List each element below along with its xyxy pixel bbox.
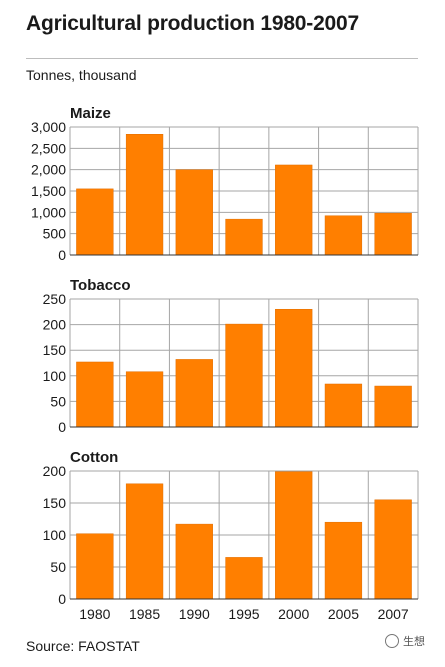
x-tick-label-1995: 1995 [228,606,259,622]
cotton-bar-2005 [324,521,363,600]
cotton-y-tick-label: 50 [50,559,66,575]
cotton-y-tick-label: 0 [58,591,66,607]
cotton-bar-1990 [175,523,213,600]
unit-label: Tonnes, thousand [26,67,137,83]
maize-y-tick-label: 3,000 [31,119,66,135]
title-divider [26,58,418,59]
cotton-y-tick-label: 200 [43,463,67,479]
maize-bar-2000 [275,164,313,256]
maize-bar-1980 [76,188,114,256]
tobacco-y-tick-label: 200 [43,317,67,333]
tobacco-bar-1980 [76,361,114,428]
tobacco-panel-title: Tobacco [70,277,131,294]
maize-bar-2007 [374,212,412,256]
tobacco-bar-2000 [275,308,313,428]
tobacco-y-tick-label: 150 [43,342,67,358]
maize-bar-1995 [225,218,263,256]
chart-title: Agricultural production 1980-2007 [26,12,359,35]
cotton-panel-title: Cotton [70,449,118,466]
maize-bar-1990 [175,169,213,256]
x-tick-label-2005: 2005 [328,606,359,622]
cotton-bar-1985 [125,483,164,600]
tobacco-y-tick-label: 100 [43,368,67,384]
x-tick-label-1985: 1985 [129,606,160,622]
source-note: Source: FAOSTAT [26,638,140,654]
cotton-y-tick-label: 100 [43,527,67,543]
maize-panel-title: Maize [70,105,111,122]
watermark: 生想 [385,633,425,649]
tobacco-bar-1995 [225,323,263,428]
maize-y-tick-label: 0 [58,247,66,263]
maize-bar-1985 [125,134,164,256]
tobacco-y-tick-label: 0 [58,419,66,435]
maize-y-tick-label: 2,500 [31,140,66,156]
x-tick-label-1980: 1980 [79,606,110,622]
cotton-bar-2000 [275,471,313,600]
maize-y-tick-label: 500 [43,226,67,242]
x-tick-label-2000: 2000 [278,606,309,622]
tobacco-bar-1985 [125,371,164,428]
x-tick-label-1990: 1990 [179,606,210,622]
tobacco-bar-2007 [374,385,412,428]
tobacco-bar-1990 [175,359,213,428]
x-tick-label-2007: 2007 [378,606,409,622]
cotton-y-tick-label: 150 [43,495,67,511]
maize-bar-2005 [324,215,363,256]
maize-y-tick-label: 1,000 [31,204,66,220]
cotton-bar-1980 [76,533,114,600]
tobacco-bar-2005 [324,383,363,428]
maize-y-tick-label: 2,000 [31,162,66,178]
cotton-bar-2007 [374,499,412,600]
watermark-text: 生想 [403,636,425,648]
watermark-icon [385,634,399,648]
maize-y-tick-label: 1,500 [31,183,66,199]
cotton-bar-1995 [225,557,263,600]
tobacco-y-tick-label: 50 [50,393,66,409]
tobacco-y-tick-label: 250 [43,291,67,307]
